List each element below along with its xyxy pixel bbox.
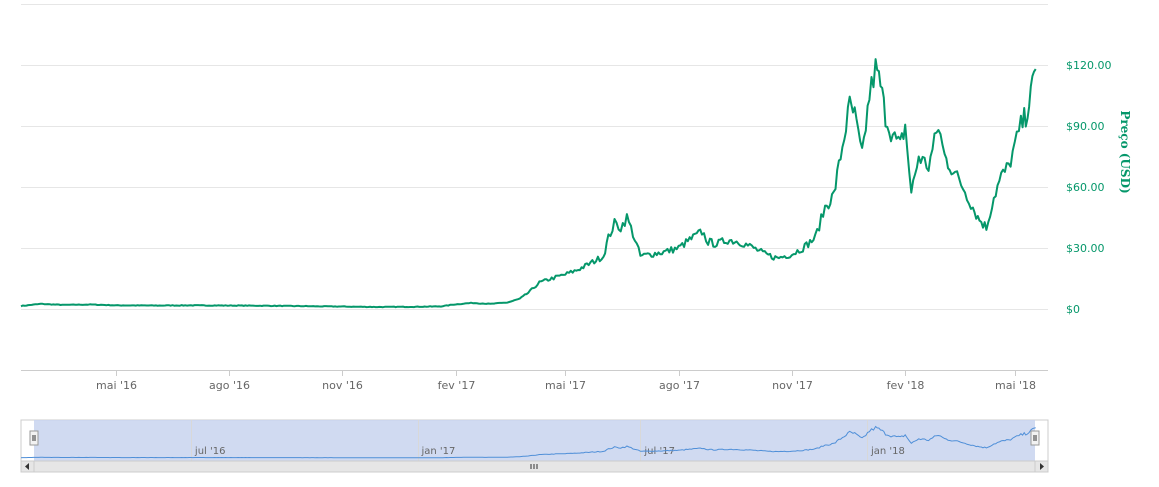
- series-layer: [20, 58, 1037, 309]
- navigator-tick-label: jan '17: [421, 446, 456, 457]
- arrow-left-icon: [25, 463, 29, 470]
- scrollbar-grip-icon: [530, 464, 538, 469]
- y-tick-label: $90.00: [1066, 120, 1105, 133]
- navigator-selection[interactable]: [34, 420, 1035, 461]
- navigator-ticks: jul '16 jan '17 jul '17 jan '18: [191, 420, 905, 461]
- x-tick-label: nov '17: [772, 379, 813, 392]
- x-tick-label: mai '16: [96, 379, 137, 392]
- x-tick-label: fev '17: [438, 379, 476, 392]
- x-tick-label: mai '18: [995, 379, 1036, 392]
- x-tick-label: ago '17: [659, 379, 700, 392]
- y-axis-title: Preço (USD): [1118, 110, 1132, 193]
- x-tick-label: ago '16: [209, 379, 250, 392]
- scroll-left-button[interactable]: [20, 460, 35, 473]
- x-tick-label: fev '18: [887, 379, 925, 392]
- y-tick-label: $60.00: [1066, 181, 1105, 194]
- y-tick-label: $120.00: [1066, 59, 1112, 72]
- navigator-tick-label: jan '18: [870, 446, 905, 457]
- y-tick-label: $30.00: [1066, 242, 1105, 255]
- range-navigator[interactable]: jul '16 jan '17 jul '17 jan '18: [20, 419, 1049, 473]
- y-axis: $0 $30.00 $60.00 $90.00 $120.00: [1066, 59, 1112, 316]
- arrow-right-icon: [1040, 463, 1044, 470]
- scroll-right-button[interactable]: [1034, 460, 1049, 473]
- y-tick-label: $0: [1066, 303, 1080, 316]
- x-axis: mai '16 ago '16 nov '16 fev '17 mai '17 ago '…: [21, 370, 1048, 392]
- price-line: [20, 58, 1037, 309]
- navigator-tick-label: jul '17: [643, 446, 675, 457]
- navigator-series-line: [20, 425, 1036, 459]
- x-tick-label: mai '17: [545, 379, 586, 392]
- navigator-left-handle[interactable]: [29, 430, 39, 446]
- navigator-right-handle[interactable]: [1030, 430, 1040, 446]
- navigator-tick-label: jul '16: [194, 446, 226, 457]
- x-tick-label: nov '16: [322, 379, 363, 392]
- grid-layer: [21, 4, 1048, 371]
